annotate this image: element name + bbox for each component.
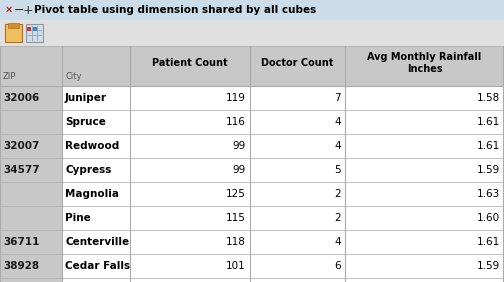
Text: Avg Monthly Rainfall
Inches: Avg Monthly Rainfall Inches (367, 52, 482, 74)
Text: Pivot table using dimension shared by all cubes: Pivot table using dimension shared by al… (34, 5, 316, 15)
Text: 4: 4 (334, 141, 341, 151)
Bar (0, 134, 62, 158)
Text: 115: 115 (226, 213, 246, 223)
Text: Spruce: Spruce (65, 117, 106, 127)
Text: 1.59: 1.59 (477, 261, 500, 271)
Text: 32006: 32006 (3, 93, 39, 103)
Text: Centerville: Centerville (65, 237, 129, 247)
Bar (0, 20, 504, 46)
Text: ZIP: ZIP (3, 72, 16, 81)
Text: Redwood: Redwood (65, 141, 119, 151)
Text: −: − (14, 3, 25, 17)
Text: Patient Count: Patient Count (152, 58, 228, 68)
Bar (62, 278, 504, 282)
Bar (27, 27, 31, 31)
Bar (0, 0, 504, 20)
Text: 99: 99 (233, 165, 246, 175)
Text: City: City (65, 72, 82, 81)
Text: 125: 125 (226, 189, 246, 199)
Bar (26, 24, 43, 42)
Bar (0, 46, 504, 86)
Text: 4: 4 (334, 237, 341, 247)
Text: Magnolia: Magnolia (65, 189, 119, 199)
Text: 38928: 38928 (3, 261, 39, 271)
Text: 1.60: 1.60 (477, 213, 500, 223)
Text: 116: 116 (226, 117, 246, 127)
Bar (5, 24, 22, 42)
Text: 119: 119 (226, 93, 246, 103)
Bar (33, 27, 37, 31)
Bar (62, 158, 504, 182)
Text: 1.63: 1.63 (477, 189, 500, 199)
Text: 6: 6 (334, 261, 341, 271)
Bar (62, 86, 504, 110)
Bar (0, 110, 62, 134)
Bar (62, 254, 504, 278)
Text: ✕: ✕ (5, 5, 13, 15)
Text: 1.58: 1.58 (477, 93, 500, 103)
Bar (0, 206, 62, 230)
Text: +: + (23, 3, 34, 17)
Text: Doctor Count: Doctor Count (261, 58, 334, 68)
Text: 1.61: 1.61 (477, 117, 500, 127)
Bar (62, 134, 504, 158)
Text: 118: 118 (226, 237, 246, 247)
Bar (0, 158, 62, 182)
Text: 1.59: 1.59 (477, 165, 500, 175)
Bar (0, 86, 62, 110)
Text: Cedar Falls: Cedar Falls (65, 261, 130, 271)
Text: 7: 7 (334, 93, 341, 103)
Text: 2: 2 (334, 213, 341, 223)
Text: 5: 5 (334, 165, 341, 175)
Text: 99: 99 (233, 141, 246, 151)
Text: 101: 101 (226, 261, 246, 271)
Text: 34577: 34577 (3, 165, 40, 175)
Text: 4: 4 (334, 117, 341, 127)
Text: 32007: 32007 (3, 141, 39, 151)
Text: Pine: Pine (65, 213, 91, 223)
Bar (62, 110, 504, 134)
Text: 1.61: 1.61 (477, 141, 500, 151)
Bar (62, 182, 504, 206)
Text: Juniper: Juniper (65, 93, 107, 103)
Bar (0, 182, 62, 206)
Bar (8, 23, 19, 28)
Text: 2: 2 (334, 189, 341, 199)
Bar (62, 206, 504, 230)
Text: 1.61: 1.61 (477, 237, 500, 247)
Text: Cypress: Cypress (65, 165, 111, 175)
Bar (62, 230, 504, 254)
Text: 36711: 36711 (3, 237, 39, 247)
Bar (0, 278, 62, 282)
Bar (0, 254, 62, 278)
Bar (0, 230, 62, 254)
